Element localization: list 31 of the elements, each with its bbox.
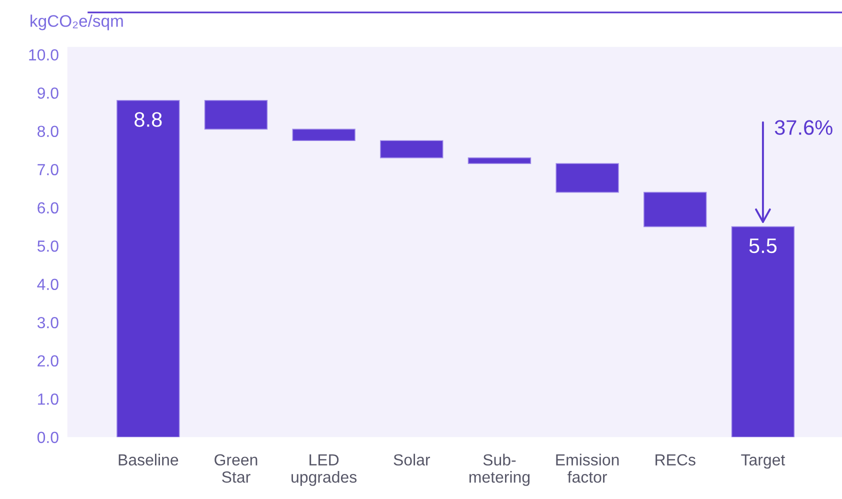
x-tick-label: Emission factor [556, 454, 619, 483]
y-tick-label: 6.0 [38, 202, 58, 214]
bar [556, 163, 619, 193]
y-tick-label: 1.0 [38, 394, 58, 405]
bar [116, 100, 180, 438]
bar [468, 157, 532, 164]
y-tick-label: 8.0 [38, 126, 58, 138]
x-tick-label: RECs [656, 454, 696, 466]
y-tick-label: 7.0 [38, 164, 58, 176]
bar [380, 140, 444, 158]
x-tick-label: Target [741, 454, 786, 469]
x-tick-label: Green Star [214, 454, 258, 483]
y-tick-label: 3.0 [37, 316, 58, 328]
y-tick-label: 4.0 [37, 278, 58, 290]
bar [292, 128, 356, 142]
x-tick-label: LED upgrades [292, 454, 357, 486]
y-tick-label: 2.0 [38, 355, 58, 367]
x-tick-label: Solar [394, 454, 430, 466]
y-tick-label: 9.0 [38, 87, 58, 99]
bar [731, 226, 795, 438]
x-tick-label: Baseline [118, 454, 178, 466]
x-tick-label: Sub- metering [469, 454, 530, 486]
bar [204, 100, 268, 130]
data-label: 8.8 [134, 112, 162, 127]
y-axis-title: kgCO₂e/sqm [30, 14, 123, 30]
annotation: 37.6% [774, 120, 832, 135]
y-tick-label: 5.0 [37, 240, 58, 252]
y-tick-label: 10.0 [29, 49, 58, 60]
data-label: 5.5 [749, 238, 777, 254]
bar [644, 192, 707, 228]
y-tick-label: 0.0 [37, 432, 58, 444]
